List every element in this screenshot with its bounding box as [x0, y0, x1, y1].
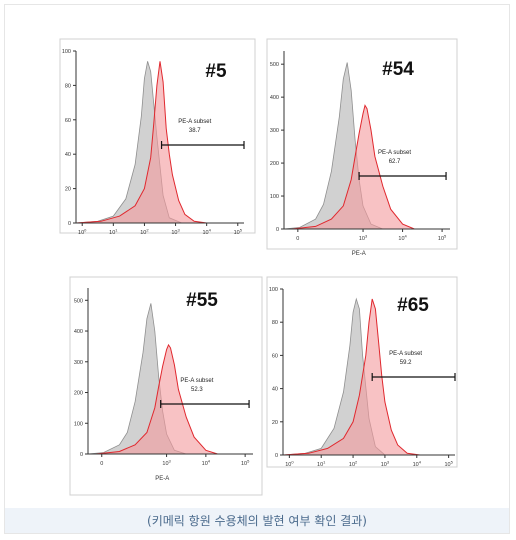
gate-name: PE-A subset	[389, 351, 422, 357]
x-tick-label: 102	[140, 228, 149, 237]
y-tick-label: 0	[68, 221, 71, 227]
y-tick-label: 500	[74, 298, 83, 304]
y-tick-label: 100	[269, 287, 278, 293]
figure-caption: (키메릭 항원 수용체의 발현 여부 확인 결과)	[147, 514, 367, 528]
histogram-figure: 0 20 40 60 80 100 100 101 102 103 104 105 #5 PE-A sub…	[59, 38, 458, 496]
y-tick-label: 60	[272, 353, 278, 359]
y-tick-label: 100	[62, 49, 71, 55]
caption-bar: (키메릭 항원 수용체의 발현 여부 확인 결과)	[5, 508, 509, 533]
histogram-panel-2: 0 100 200 300 400 500 0 103 104 105 PE-A #54 PE-A su…	[266, 38, 458, 257]
x-tick-label: 100	[78, 228, 87, 237]
x-tick-label: 101	[109, 228, 118, 237]
gate-name: PE-A subset	[378, 150, 411, 156]
y-tick-label: 0	[276, 227, 279, 233]
y-tick-label: 300	[270, 128, 279, 134]
gate-value: 59.2	[400, 360, 412, 366]
histogram-panel-1: 0 20 40 60 80 100 100 101 102 103 104 105 #5 PE-A sub…	[59, 38, 256, 237]
x-tick-label: 105	[438, 234, 447, 243]
x-tick-label: 100	[285, 460, 294, 469]
gate-value: 38.7	[189, 128, 201, 134]
panel-title: #65	[397, 295, 429, 316]
x-tick-label: 103	[359, 234, 368, 243]
y-tick-label: 200	[74, 391, 83, 397]
gate-name: PE-A subset	[180, 378, 213, 384]
gate-name: PE-A subset	[178, 119, 211, 125]
x-tick-label: 101	[317, 460, 326, 469]
y-tick-label: 20	[272, 420, 278, 426]
y-tick-label: 0	[275, 453, 278, 459]
panel-title: #54	[382, 59, 414, 80]
y-tick-label: 100	[74, 421, 83, 427]
x-axis-label: PE-A	[352, 251, 366, 257]
x-tick-label: 103	[171, 228, 180, 237]
gate-value: 62.7	[389, 159, 401, 165]
x-tick-label: 0	[296, 236, 299, 242]
x-tick-label: 103	[162, 459, 171, 468]
histogram-panel-3: 0 100 200 300 400 500 0 103 104 105 PE-A #55 PE-A su…	[69, 276, 263, 496]
x-tick-label: 104	[413, 460, 422, 469]
y-tick-label: 60	[65, 118, 71, 124]
x-axis-label: PE-A	[155, 476, 169, 482]
x-tick-label: 105	[444, 460, 453, 469]
gate-value: 52.3	[191, 387, 203, 393]
x-tick-label: 104	[398, 234, 407, 243]
figure-frame: 0 20 40 60 80 100 100 101 102 103 104 105 #5 PE-A sub…	[4, 4, 510, 534]
y-tick-label: 100	[270, 194, 279, 200]
x-tick-label: 104	[202, 459, 211, 468]
sample-histogram	[291, 104, 415, 230]
x-tick-label: 103	[381, 460, 390, 469]
sample-histogram	[95, 343, 218, 455]
sample-histogram	[75, 61, 207, 224]
x-tick-label: 105	[241, 459, 250, 468]
panel-title: #5	[205, 61, 227, 82]
panel-title: #55	[186, 290, 218, 311]
sample-histogram	[282, 298, 421, 456]
histogram-panel-4: 0 20 40 60 80 100 100 101 102 103 104 105 #65 PE-A su…	[266, 276, 458, 469]
x-tick-label: 0	[100, 461, 103, 467]
x-tick-label: 102	[349, 460, 358, 469]
y-tick-label: 20	[65, 187, 71, 193]
x-tick-label: 104	[202, 228, 211, 237]
y-tick-label: 300	[74, 360, 83, 366]
y-tick-label: 500	[270, 62, 279, 68]
y-tick-label: 80	[272, 320, 278, 326]
y-tick-label: 0	[80, 452, 83, 458]
y-tick-label: 200	[270, 161, 279, 167]
y-tick-label: 40	[65, 152, 71, 158]
y-tick-label: 400	[74, 329, 83, 335]
x-tick-label: 105	[234, 228, 243, 237]
y-tick-label: 400	[270, 95, 279, 101]
y-tick-label: 80	[65, 83, 71, 89]
y-tick-label: 40	[272, 387, 278, 393]
